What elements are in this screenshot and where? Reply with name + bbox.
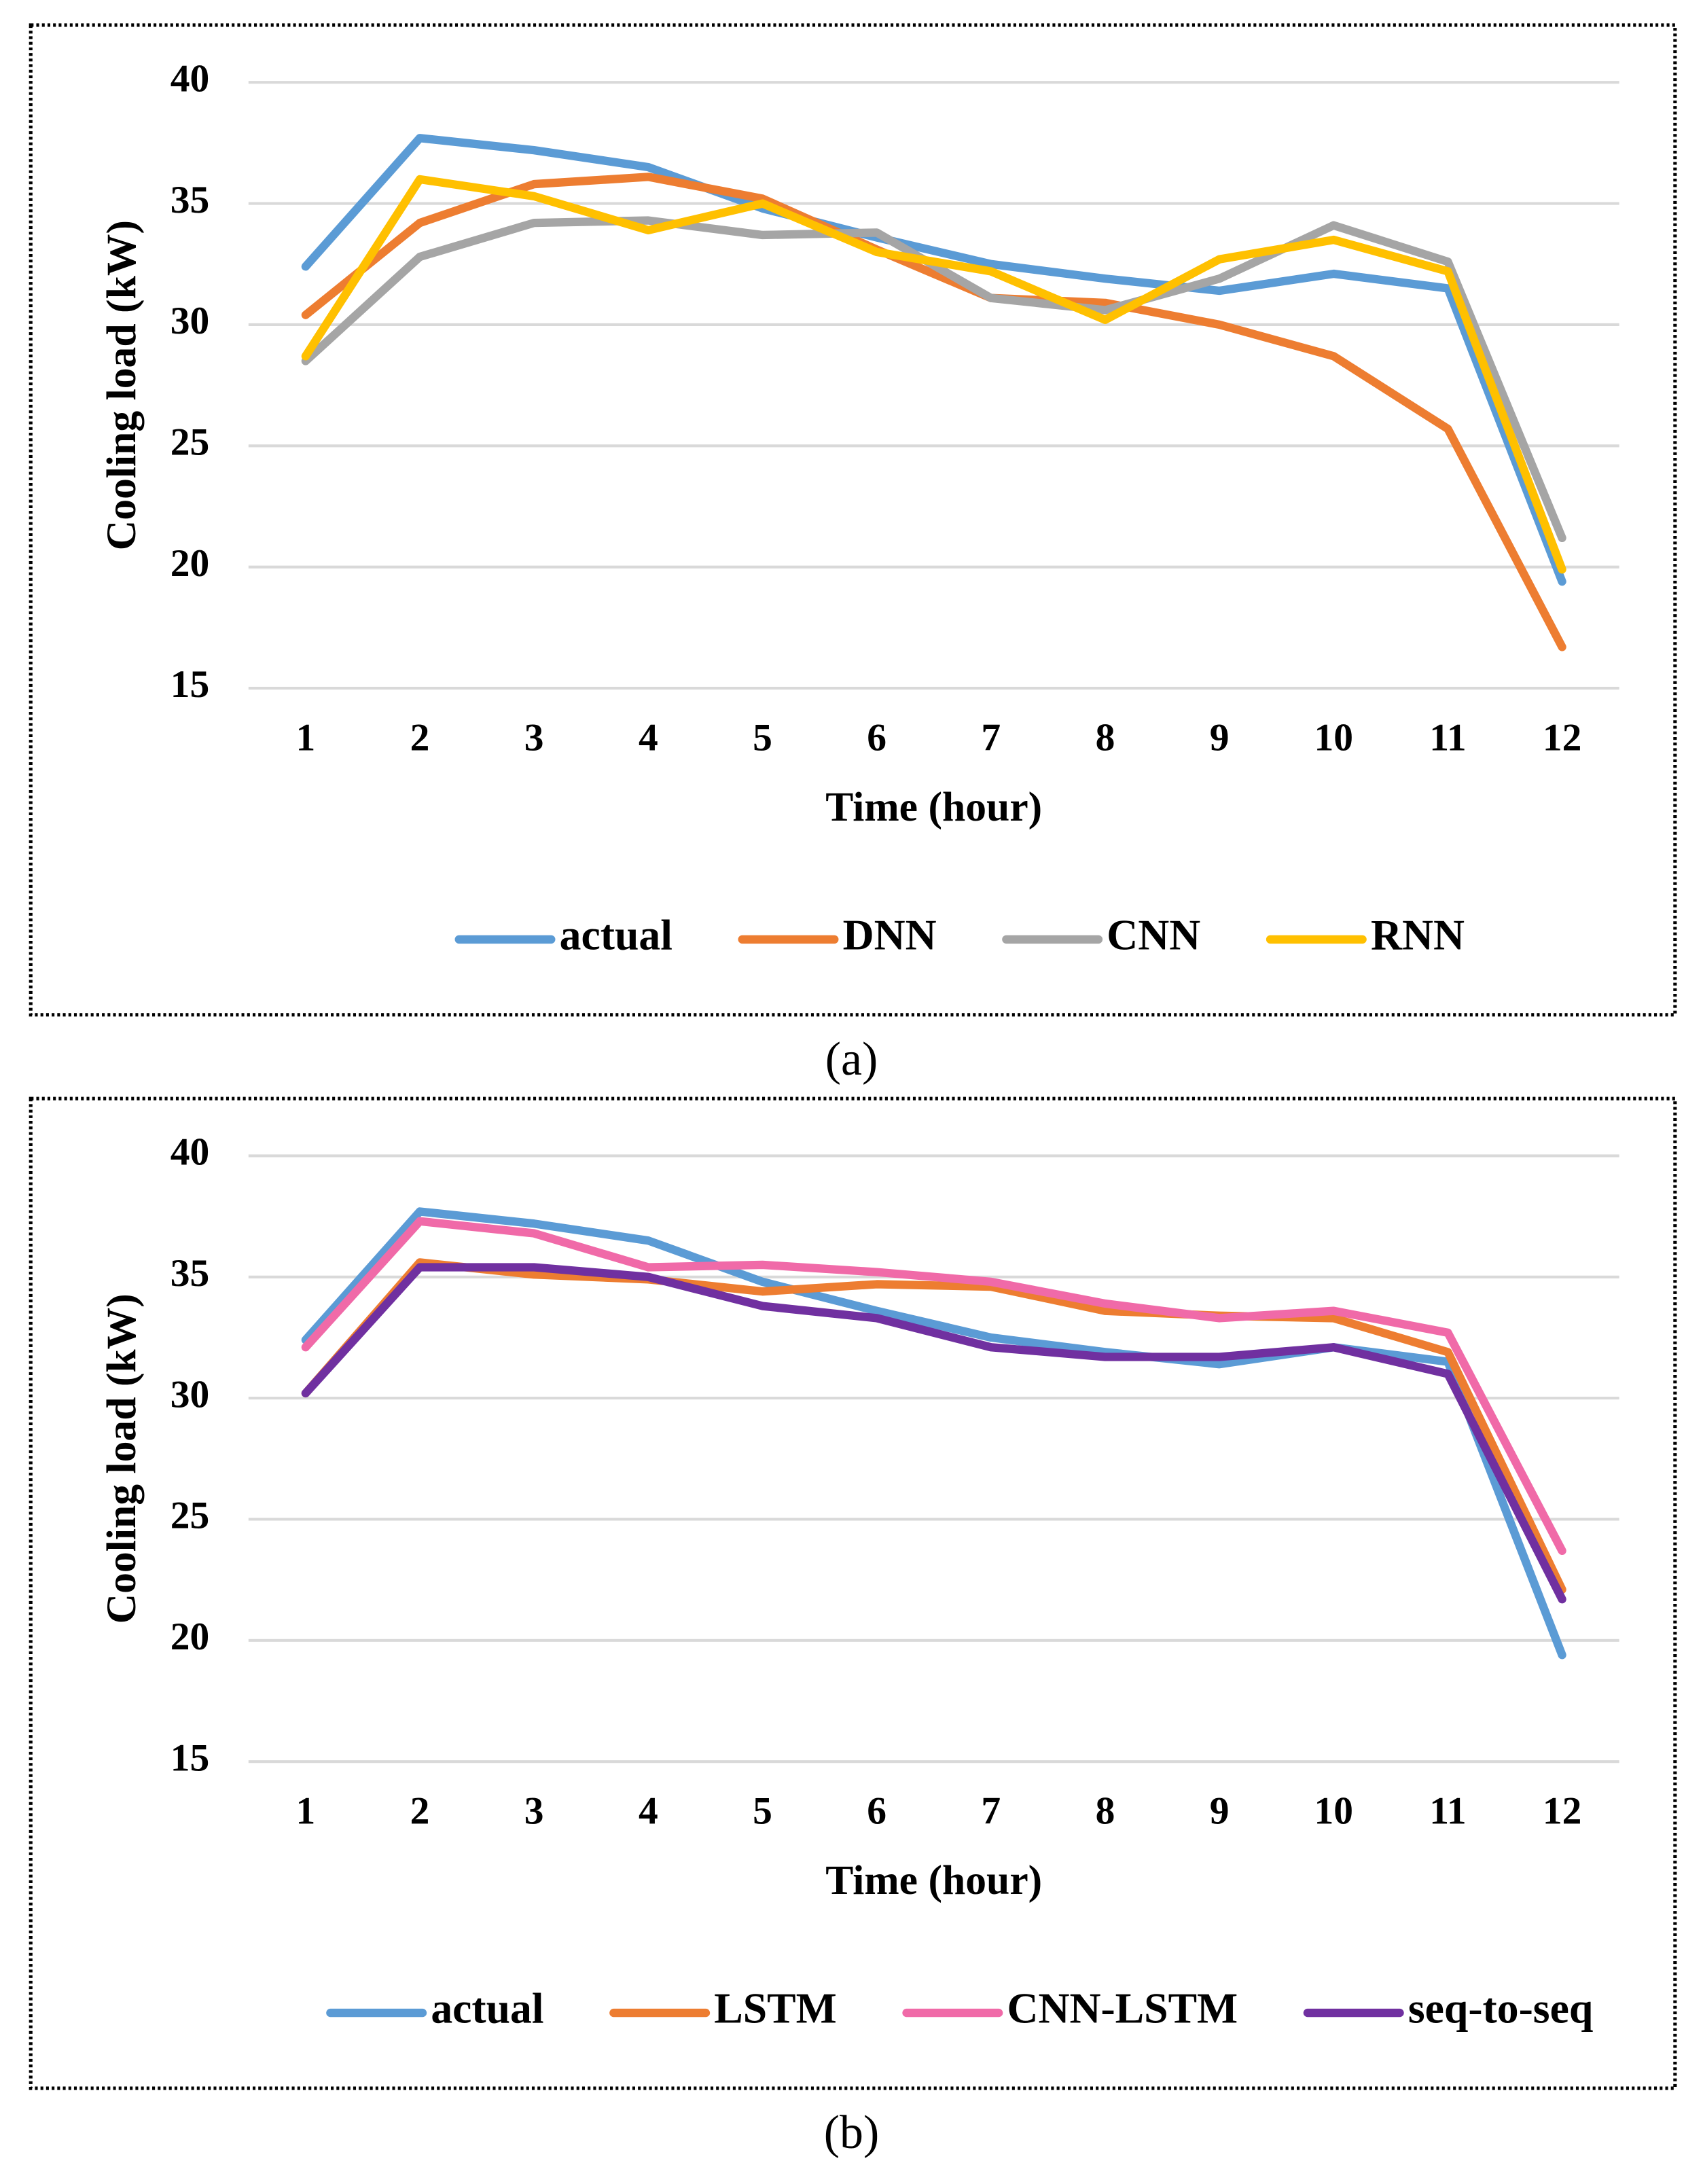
x-tick-label: 6 <box>867 716 886 759</box>
x-tick-label: 2 <box>410 1789 430 1832</box>
y-tick-label: 15 <box>171 1736 210 1779</box>
x-tick-label: 5 <box>753 716 772 759</box>
y-tick-label: 35 <box>171 1252 210 1295</box>
x-tick-label: 9 <box>1210 1789 1230 1832</box>
x-tick-label: 9 <box>1210 716 1230 759</box>
panel-frame <box>29 23 1677 1017</box>
x-tick-label: 8 <box>1096 716 1115 759</box>
x-tick-label: 10 <box>1314 1789 1354 1832</box>
y-tick-label: 40 <box>171 57 210 100</box>
x-tick-label: 12 <box>1543 1789 1582 1832</box>
series-line <box>301 134 1566 586</box>
y-tick-label: 35 <box>171 179 210 221</box>
x-tick-label: 12 <box>1543 716 1582 759</box>
legend-label: actual <box>431 1984 543 2033</box>
legend-label: CNN-LSTM <box>1007 1984 1238 2033</box>
legend-label: DNN <box>843 911 937 959</box>
x-tick-label: 7 <box>981 716 1001 759</box>
y-tick-label: 30 <box>171 300 210 342</box>
y-tick-label: 25 <box>171 421 210 464</box>
x-tick-label: 11 <box>1429 716 1466 759</box>
x-tick-label: 2 <box>410 716 430 759</box>
panel-frame <box>29 1096 1677 2090</box>
y-tick-label: 30 <box>171 1373 210 1416</box>
legend-label: actual <box>560 911 673 959</box>
x-tick-label: 1 <box>296 1789 316 1832</box>
x-tick-label: 7 <box>981 1789 1001 1832</box>
x-tick-label: 10 <box>1314 716 1354 759</box>
series-line <box>301 1263 1566 1604</box>
x-tick-label: 3 <box>524 716 544 759</box>
caption: (b) <box>824 2107 879 2159</box>
x-axis-title: Time (hour) <box>825 1857 1042 1903</box>
x-tick-label: 4 <box>639 1789 658 1832</box>
caption: (a) <box>825 1033 878 1086</box>
legend-label: LSTM <box>714 1984 837 2033</box>
x-tick-label: 3 <box>524 1789 544 1832</box>
x-tick-label: 6 <box>867 1789 886 1832</box>
series-line <box>301 175 1566 574</box>
x-tick-label: 5 <box>753 1789 772 1832</box>
y-axis-title: Cooling load (kW) <box>98 220 145 550</box>
y-tick-label: 20 <box>171 542 210 585</box>
y-tick-label: 15 <box>171 663 210 706</box>
x-tick-label: 8 <box>1096 1789 1115 1832</box>
x-axis-title: Time (hour) <box>825 784 1042 830</box>
y-axis-title: Cooling load (kW) <box>98 1293 145 1624</box>
series-line <box>301 1258 1566 1594</box>
legend-label: CNN <box>1107 911 1200 959</box>
x-tick-label: 11 <box>1429 1789 1466 1832</box>
legend-label: seq-to-seq <box>1408 1984 1593 2033</box>
y-tick-label: 40 <box>171 1131 210 1174</box>
x-tick-label: 1 <box>296 716 316 759</box>
x-tick-label: 4 <box>639 716 658 759</box>
y-tick-label: 20 <box>171 1615 210 1658</box>
y-tick-label: 25 <box>171 1494 210 1537</box>
series-line <box>301 1217 1566 1556</box>
legend-label: RNN <box>1371 911 1465 959</box>
